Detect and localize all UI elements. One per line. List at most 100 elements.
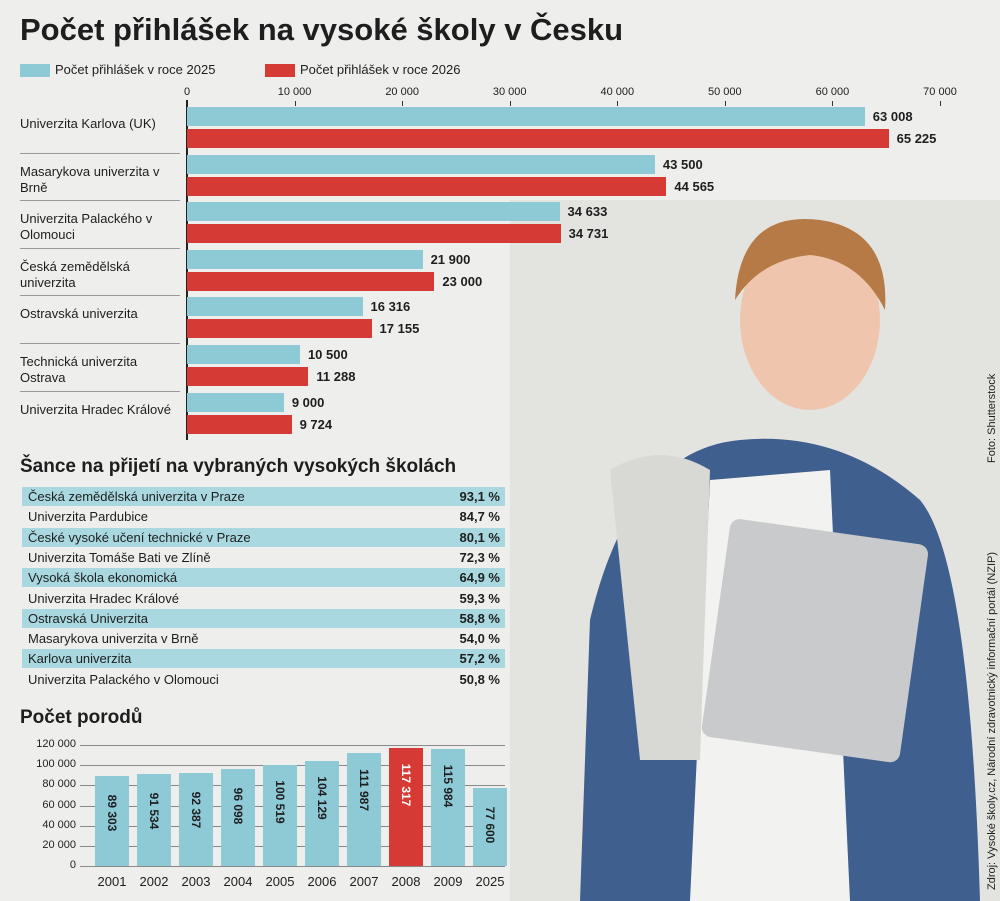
x-tick-label: 2002 (139, 874, 169, 889)
bar (187, 345, 300, 364)
row-value: 57,2 % (459, 651, 500, 667)
row-label: Univerzita Pardubice (28, 509, 148, 525)
category-label: Technická univerzita Ostrava (20, 354, 138, 385)
section-title: Šance na přijetí na vybraných vysokých š… (20, 456, 457, 477)
x-tick (940, 101, 941, 106)
row-band (22, 649, 505, 669)
bar (137, 773, 171, 866)
x-tick (832, 101, 834, 106)
bar (389, 747, 423, 866)
row-value: 72,3 % (459, 549, 500, 565)
grid-line (80, 866, 505, 867)
row-label: České vysoké učení technické v Praze (28, 529, 251, 545)
row-label: Masarykova univerzita v Brně (28, 631, 199, 647)
row-value: 58,8 % (459, 610, 500, 626)
bar (187, 154, 655, 174)
x-tick-label: 2004 (223, 874, 253, 889)
value-label: 34 633 (567, 204, 608, 220)
bar (221, 769, 255, 866)
category-label: Univerzita Hradec Králové (20, 401, 172, 417)
x-tick-label: 2005 (265, 874, 295, 889)
bar (473, 787, 507, 866)
value-label: 23 000 (442, 273, 483, 289)
bar (347, 753, 381, 866)
y-tick-label: 40 000 (42, 818, 76, 831)
row-label: Univerzita Palackého v Olomouci (28, 671, 219, 687)
x-tick-label: 0 (183, 86, 191, 98)
row-value: 59,3 % (459, 590, 500, 606)
bar (95, 775, 129, 866)
x-tick (617, 101, 619, 106)
x-tick-label: 2003 (181, 874, 211, 889)
category-label: Univerzita Palackého v Olomouci (20, 211, 153, 243)
row-band (22, 568, 505, 588)
category-label: Univerzita Karlova (UK) (20, 116, 156, 131)
category-label: Ostravská univerzita (20, 306, 138, 322)
bar (179, 772, 213, 866)
value-label: 44 565 (674, 178, 715, 194)
row-band (22, 608, 505, 628)
value-label: 10 500 (307, 347, 348, 362)
value-label: 17 155 (379, 321, 420, 337)
chart-title: Počet přihlášek na vysoké školy v Česku (20, 12, 624, 47)
x-tick (402, 101, 404, 106)
x-tick-label: 60 000 (815, 86, 850, 98)
bar (187, 202, 560, 222)
separator (20, 152, 180, 154)
source: Zdroj: Vysoké školy.cz, Národní zdravotn… (986, 551, 998, 890)
x-tick-label: 2001 (97, 874, 127, 889)
row-label: Česká zemědělská univerzita v Praze (28, 489, 245, 504)
bar (187, 392, 284, 412)
row-label: Karlova univerzita (28, 651, 132, 667)
legend-swatch (20, 64, 50, 77)
x-tick-label: 50 000 (708, 86, 742, 98)
axis-line (186, 100, 188, 440)
value-label: 9 724 (299, 416, 333, 432)
value-label: 16 316 (370, 299, 411, 315)
bar (187, 367, 309, 386)
separator (20, 343, 180, 344)
row-band (22, 487, 505, 506)
x-tick (724, 101, 726, 106)
row-value: 80,1 % (459, 529, 500, 545)
separator (20, 247, 180, 249)
value-label: 96 098 (231, 787, 245, 825)
category-label: Česká zemědělská univerzita (20, 258, 130, 290)
bar (187, 297, 363, 317)
value-label: 65 225 (896, 131, 937, 146)
x-tick-label: 30 000 (492, 86, 527, 98)
bar (187, 129, 889, 148)
category-label: Masarykova univerzita v Brně (20, 163, 160, 195)
value-label: 91 534 (147, 792, 161, 830)
row-band (22, 527, 505, 547)
value-label: 43 500 (662, 156, 703, 172)
value-label: 77 600 (483, 806, 497, 844)
bar (187, 271, 435, 291)
row-value: 50,8 % (459, 671, 500, 687)
value-label: 104 129 (315, 776, 329, 820)
row-value: 64,9 % (459, 570, 500, 586)
bar (187, 414, 292, 434)
grid-line (80, 745, 505, 746)
y-tick-label: 20 000 (42, 838, 76, 851)
y-tick-label: 0 (69, 859, 76, 871)
value-label: 63 008 (872, 109, 913, 124)
x-tick-label: 70 000 (923, 86, 957, 98)
bar (305, 761, 339, 866)
bar (187, 107, 865, 126)
value-label: 92 387 (189, 791, 203, 829)
row-label: Univerzita Tomáše Bati ve Zlíně (28, 549, 211, 565)
row-label: Univerzita Hradec Králové (28, 590, 180, 606)
separator (20, 200, 180, 202)
x-tick-label: 2008 (391, 874, 421, 889)
value-label: 34 731 (568, 226, 609, 242)
bar (187, 176, 667, 196)
legend-swatch (265, 64, 295, 77)
bar (187, 224, 561, 244)
section-title: Počet porodů (20, 707, 143, 728)
y-tick-label: 80 000 (42, 778, 76, 791)
value-label: 9 000 (291, 394, 325, 410)
bar (431, 749, 465, 866)
value-label: 111 987 (357, 769, 371, 812)
